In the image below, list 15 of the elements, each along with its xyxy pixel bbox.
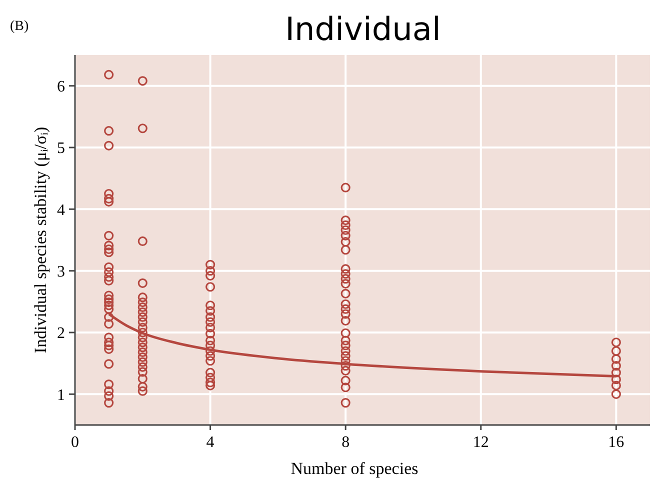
y-tick-label: 5: [57, 140, 65, 158]
y-tick-label: 4: [57, 202, 65, 219]
x-tick-label: 4: [206, 434, 214, 451]
y-tick-label: 3: [57, 263, 65, 280]
y-axis-title: Individual species stability (μᵢ/σᵢ): [31, 126, 50, 354]
y-tick-label: 6: [57, 78, 65, 96]
chart-title: Individual: [285, 10, 441, 48]
x-tick-label: 16: [608, 434, 624, 451]
x-axis-title: Number of species: [290, 459, 418, 478]
x-tick-label: 8: [342, 434, 350, 451]
x-tick-label: 0: [71, 434, 79, 451]
x-tick-label: 12: [472, 434, 489, 451]
y-tick-label: 2: [57, 325, 65, 342]
text: (B): [10, 19, 29, 34]
y-tick-label: 1: [57, 386, 65, 404]
